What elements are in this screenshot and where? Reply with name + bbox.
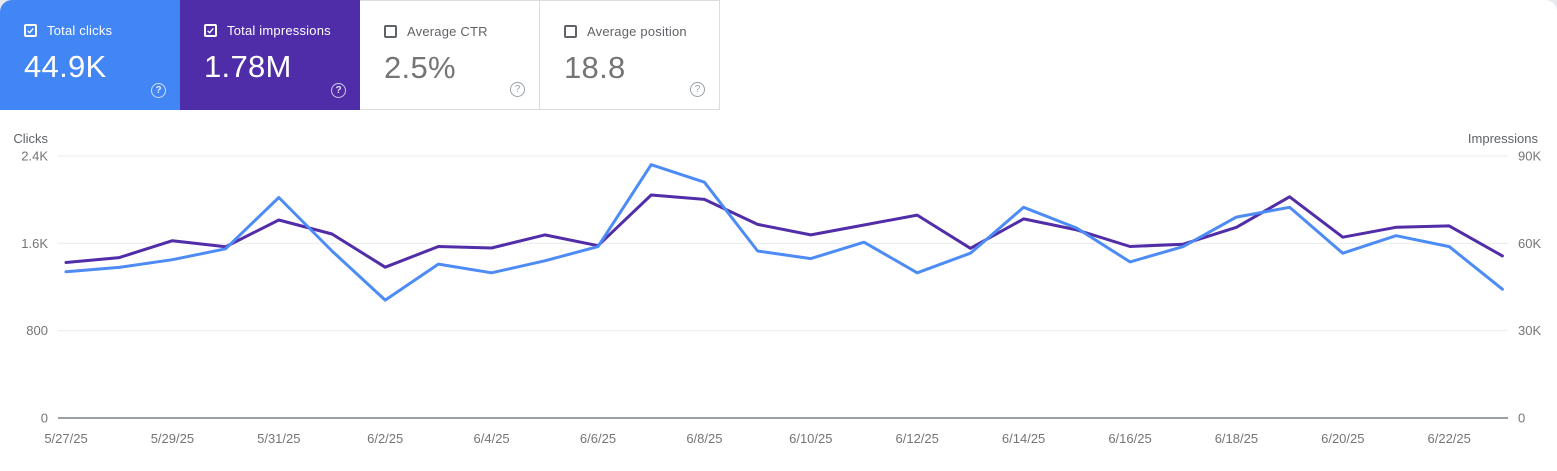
card-header: Total clicks	[24, 23, 180, 38]
right-axis-tick-label: 60K	[1518, 236, 1541, 251]
total-clicks-checkbox-checked[interactable]	[24, 24, 37, 37]
metric-card-total-clicks[interactable]: Total clicks 44.9K ?	[0, 0, 180, 110]
help-icon[interactable]: ?	[151, 83, 166, 98]
left-axis-tick-label: 1.6K	[21, 236, 48, 251]
x-axis-date-label: 6/10/25	[789, 431, 832, 446]
card-header: Total impressions	[204, 23, 360, 38]
x-axis-date-label: 5/27/25	[44, 431, 87, 446]
x-axis-date-label: 6/20/25	[1321, 431, 1364, 446]
total-clicks-value: 44.9K	[24, 49, 107, 84]
impressions-line	[64, 193, 1504, 269]
left-axis-tick-label: 800	[26, 323, 48, 338]
total-impressions-checkbox-checked[interactable]	[204, 24, 217, 37]
card-label: Total impressions	[227, 23, 331, 38]
performance-chart[interactable]: 2.4K 90K 1.6K 60K 800 30K 0 0 Clicks Impressions 5…	[0, 125, 1557, 471]
metric-cards-row: Total clicks 44.9K ? Total impressions 1…	[0, 0, 720, 110]
checkmark-icon	[207, 27, 214, 34]
x-axis-date-label: 6/8/25	[686, 431, 722, 446]
x-axis-date-label: 6/14/25	[1002, 431, 1045, 446]
right-axis-tick-label: 90K	[1518, 149, 1541, 164]
checkmark-icon	[27, 27, 34, 34]
right-axis-tick-label: 0	[1518, 411, 1525, 426]
card-header: Average CTR	[384, 24, 539, 39]
x-axis-date-label: 6/4/25	[474, 431, 510, 446]
metric-card-total-impressions[interactable]: Total impressions 1.78M ?	[180, 0, 360, 110]
help-icon[interactable]: ?	[690, 82, 705, 97]
card-label: Average CTR	[407, 24, 488, 39]
x-axis-date-label: 6/22/25	[1428, 431, 1471, 446]
total-impressions-value: 1.78M	[204, 49, 292, 84]
card-label: Average position	[587, 24, 687, 39]
left-axis-tick-label: 0	[41, 411, 48, 426]
x-axis-date-label: 6/18/25	[1215, 431, 1258, 446]
left-axis-title: Clicks	[13, 131, 48, 146]
left-axis-tick-label: 2.4K	[21, 149, 48, 164]
x-axis-date-label: 6/12/25	[896, 431, 939, 446]
average-position-value: 18.8	[564, 50, 626, 85]
help-icon[interactable]: ?	[510, 82, 525, 97]
average-position-checkbox-unchecked[interactable]	[564, 25, 577, 38]
clicks-impressions-line-chart: 2.4K 90K 1.6K 60K 800 30K 0 0 Clicks Impressions 5…	[13, 131, 1541, 446]
help-icon[interactable]: ?	[331, 83, 346, 98]
clicks-line	[64, 163, 1504, 302]
right-axis-tick-label: 30K	[1518, 323, 1541, 338]
x-axis-date-label: 5/29/25	[151, 431, 194, 446]
average-ctr-value: 2.5%	[384, 50, 456, 85]
x-axis-date-label: 6/16/25	[1108, 431, 1151, 446]
metric-card-average-ctr[interactable]: Average CTR 2.5% ?	[360, 0, 540, 110]
card-label: Total clicks	[47, 23, 113, 38]
x-axis-date-label: 6/2/25	[367, 431, 403, 446]
card-header: Average position	[564, 24, 719, 39]
average-ctr-checkbox-unchecked[interactable]	[384, 25, 397, 38]
x-axis-date-label: 5/31/25	[257, 431, 300, 446]
x-axis-date-label: 6/6/25	[580, 431, 616, 446]
metric-card-average-position[interactable]: Average position 18.8 ?	[540, 0, 720, 110]
right-axis-title: Impressions	[1468, 131, 1539, 146]
